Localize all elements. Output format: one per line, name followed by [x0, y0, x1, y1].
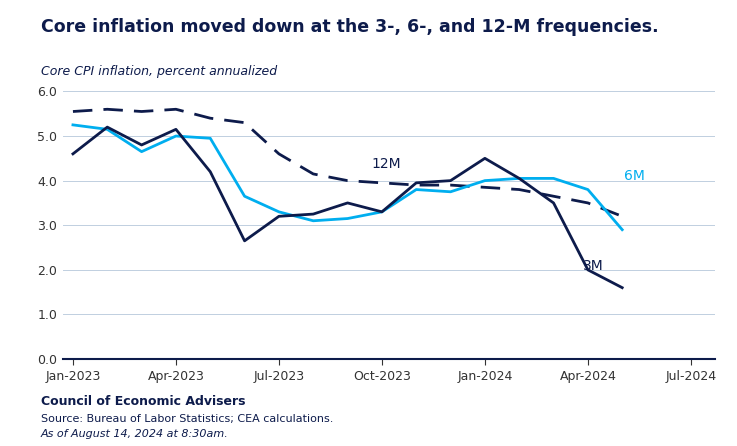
Text: Source: Bureau of Labor Statistics; CEA calculations.: Source: Bureau of Labor Statistics; CEA …	[41, 414, 333, 424]
Text: 12M: 12M	[371, 157, 401, 171]
Text: 6M: 6M	[624, 169, 645, 183]
Text: Core inflation moved down at the 3-, 6-, and 12-M frequencies.: Core inflation moved down at the 3-, 6-,…	[41, 18, 658, 36]
Text: Core CPI inflation, percent annualized: Core CPI inflation, percent annualized	[41, 65, 276, 78]
Text: 3M: 3M	[583, 259, 604, 273]
Text: As of August 14, 2024 at 8:30am.: As of August 14, 2024 at 8:30am.	[41, 429, 228, 439]
Text: Council of Economic Advisers: Council of Economic Advisers	[41, 395, 245, 408]
